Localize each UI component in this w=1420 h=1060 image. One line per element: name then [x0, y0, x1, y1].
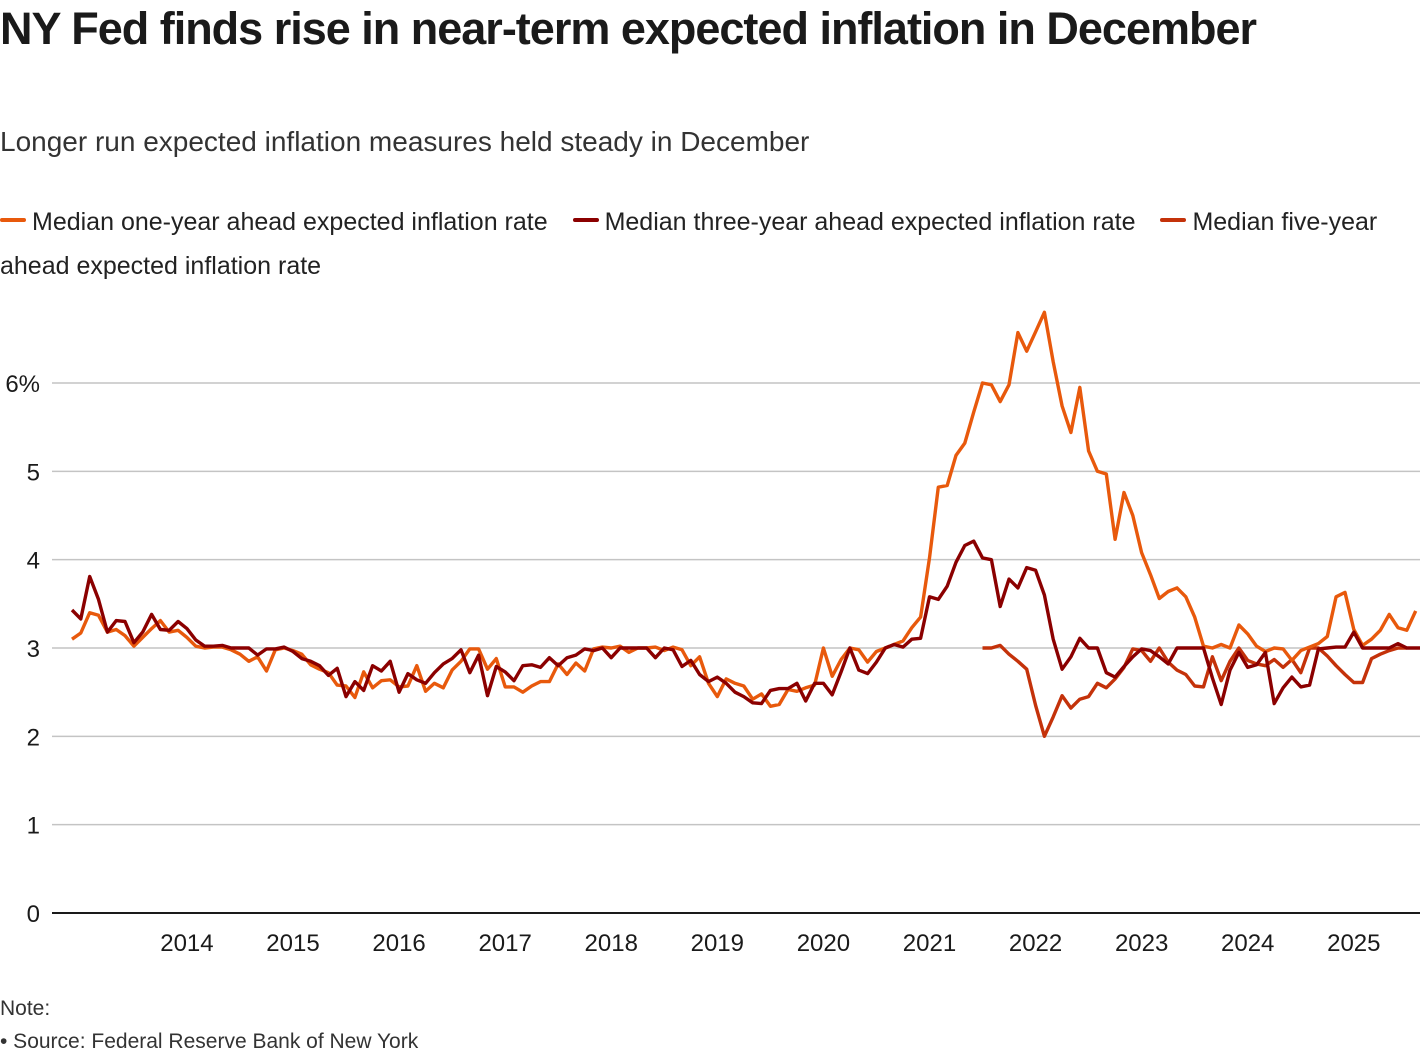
- legend: Median one-year ahead expected inflation…: [0, 200, 1420, 288]
- legend-item-five-year: Median five-year ahead expected inflatio…: [0, 208, 1377, 280]
- y-tick-label: 3: [27, 636, 40, 663]
- x-tick-label: 2022: [1009, 930, 1062, 957]
- source-credit: • Source: Federal Reserve Bank of New Yo…: [0, 1030, 419, 1053]
- legend-swatch-three-year: [572, 218, 599, 223]
- legend-label-five-year: Median five-year ahead expected inflatio…: [0, 208, 1378, 280]
- legend-item-one-year: Median one-year ahead expected inflation…: [0, 208, 548, 236]
- x-tick-label: 2023: [1115, 930, 1168, 957]
- y-tick-label: 1: [27, 813, 40, 840]
- legend-swatch-one-year: [0, 218, 26, 223]
- x-tick-label: 2019: [691, 930, 744, 957]
- series-lines: [70, 310, 1420, 738]
- series-line-five-year: [982, 643, 1407, 738]
- legend-swatch-five-year: [1160, 218, 1187, 223]
- chart-title: NY Fed finds rise in near-term expected …: [0, 3, 1257, 54]
- x-tick-label: 2017: [478, 930, 531, 957]
- x-tick-label: 2014: [160, 930, 213, 957]
- legend-item-three-year: Median three-year ahead expected inflati…: [572, 208, 1136, 236]
- y-tick-label: 2: [27, 724, 40, 751]
- gridlines: [52, 382, 1420, 826]
- chart-subtitle: Longer run expected inflation measures h…: [0, 126, 810, 157]
- legend-label-three-year: Median three-year ahead expected inflati…: [604, 208, 1136, 236]
- footnote: Note: • Source: Federal Reserve Bank of …: [0, 992, 418, 1058]
- y-axis-ticks: 0 1 2 3 4 5 6%: [5, 371, 40, 928]
- x-tick-label: 2018: [585, 930, 638, 957]
- note-label: Note:: [0, 997, 51, 1020]
- x-tick-label: 2020: [797, 930, 850, 957]
- x-tick-label: 2025: [1327, 930, 1380, 957]
- x-tick-label: 2024: [1221, 930, 1274, 957]
- x-tick-label: 2021: [903, 930, 956, 957]
- y-tick-label: 5: [27, 459, 40, 486]
- y-tick-label: 0: [27, 901, 40, 928]
- y-tick-label: 4: [27, 548, 40, 575]
- x-tick-label: 2015: [266, 930, 319, 957]
- series-line-three-year: [70, 539, 1420, 707]
- x-axis-ticks: 2014 2015 2016 2017 2018 2019 2020 2021 2022 2023…: [160, 930, 1380, 957]
- x-tick-label: 2016: [372, 930, 425, 957]
- legend-label-one-year: Median one-year ahead expected inflation…: [32, 208, 548, 236]
- y-tick-label: 6%: [5, 371, 40, 398]
